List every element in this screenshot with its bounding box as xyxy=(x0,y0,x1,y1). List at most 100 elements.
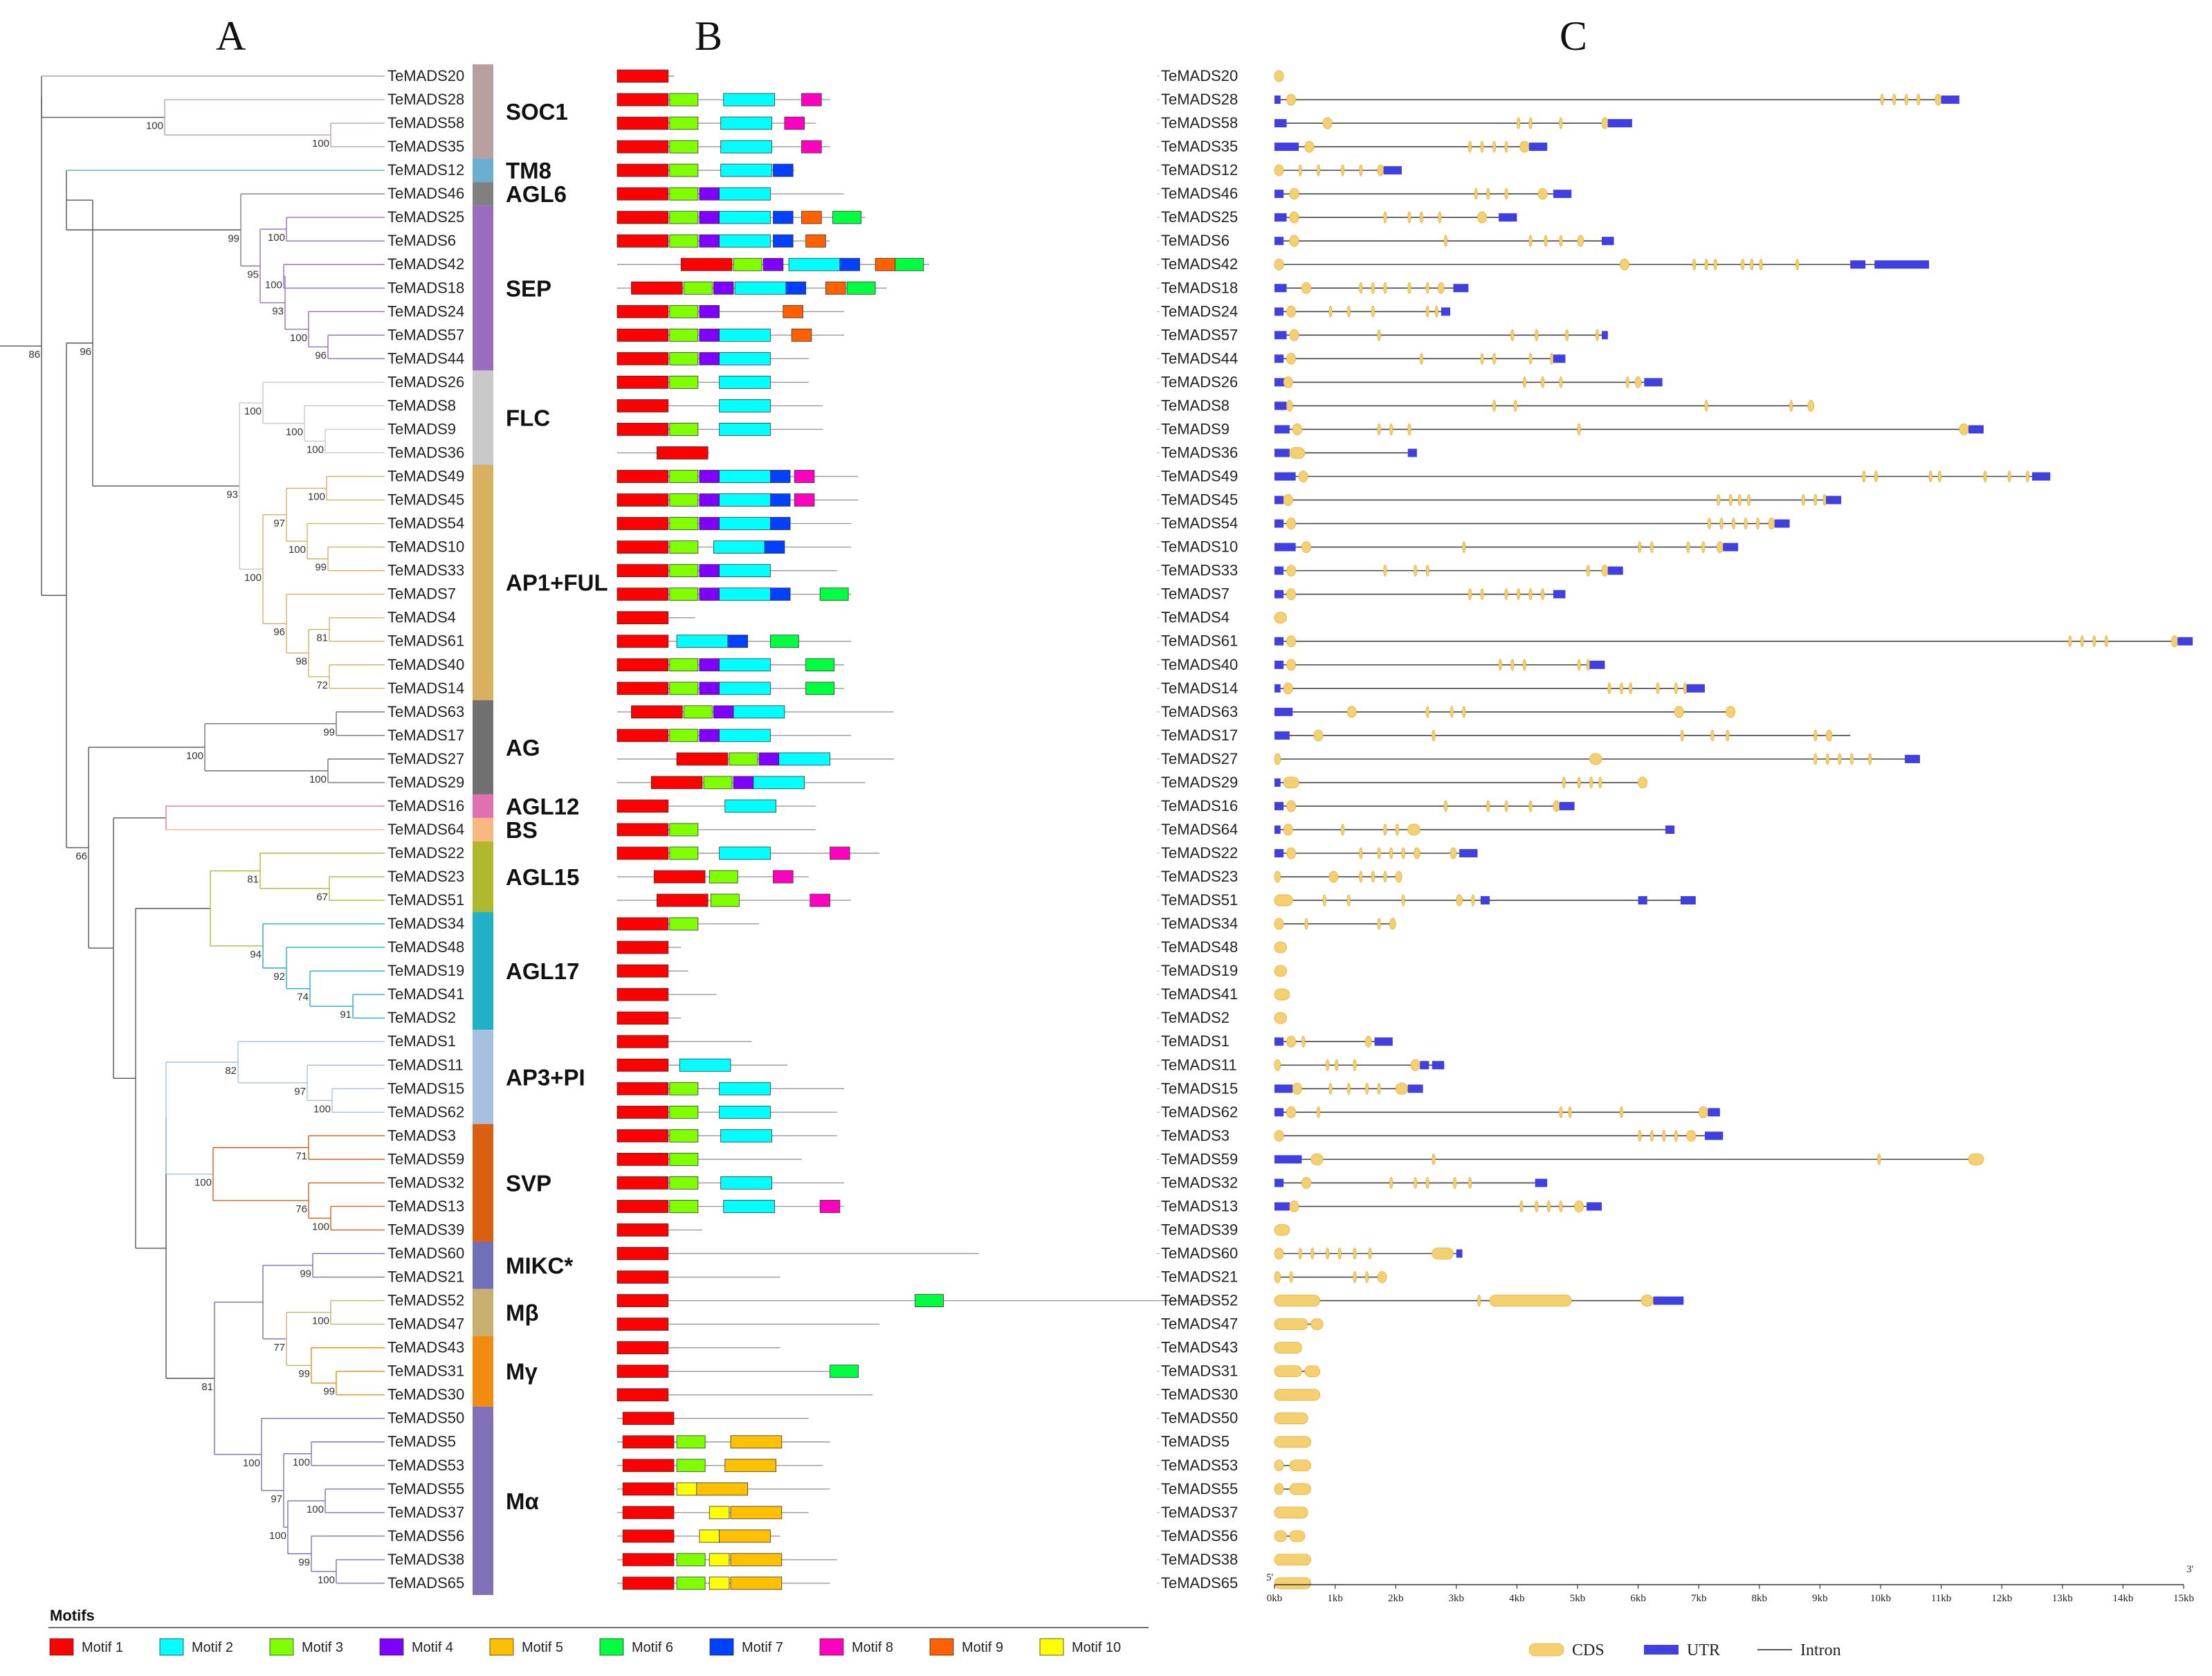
cds-exon xyxy=(1371,305,1375,318)
axis-tick-label: 0kb xyxy=(1267,1593,1283,1604)
cds-exon xyxy=(1744,518,1748,529)
cds-exon xyxy=(1535,1201,1539,1212)
bootstrap-label: 100 xyxy=(244,572,262,584)
cds-exon xyxy=(1510,329,1515,341)
gene-label-c: TeMADS42 xyxy=(1161,255,1238,273)
cds-exon xyxy=(1274,164,1284,176)
utr-segment xyxy=(1274,237,1284,246)
cds-exon xyxy=(2171,635,2178,648)
cds-exon xyxy=(1746,494,1751,506)
cds-exon xyxy=(1365,1271,1369,1283)
motif-1-box xyxy=(622,1529,675,1543)
gene-label: TeMADS65 xyxy=(387,1574,464,1592)
clade-bar xyxy=(473,1406,493,1595)
motif-legend-swatch xyxy=(819,1638,844,1656)
cds-exon xyxy=(1322,117,1333,129)
motif-9-box xyxy=(791,328,812,342)
gene-label-c: TeMADS39 xyxy=(1161,1221,1238,1238)
bootstrap-label: 86 xyxy=(28,349,40,361)
cds-exon xyxy=(1480,352,1484,365)
cds-exon xyxy=(1537,188,1548,200)
cds-exon xyxy=(1519,1201,1524,1212)
cds-exon xyxy=(1274,1271,1281,1283)
cds-exon xyxy=(1401,847,1405,859)
gene-label-c: TeMADS1 xyxy=(1161,1032,1230,1050)
cds-exon xyxy=(1274,988,1290,1001)
bootstrap-label: 100 xyxy=(309,774,327,785)
cds-exon xyxy=(1680,729,1684,742)
clade-bar xyxy=(473,912,493,1030)
gene-label-c: TeMADS22 xyxy=(1161,844,1238,862)
motif-legend-label: Motif 8 xyxy=(852,1640,893,1655)
utr-segment xyxy=(1905,754,1920,763)
cds-exon xyxy=(1346,706,1357,718)
utr-segment xyxy=(1274,637,1284,646)
motif-2-box xyxy=(724,799,777,813)
utr-segment xyxy=(1274,213,1287,222)
motif-9-box xyxy=(805,234,826,248)
bootstrap-label: 99 xyxy=(323,727,335,738)
utr-segment xyxy=(1274,143,1299,152)
bootstrap-label: 66 xyxy=(75,850,87,862)
motif-6-box xyxy=(832,210,861,224)
gene-label: TeMADS56 xyxy=(387,1527,464,1545)
cds-exon xyxy=(1510,659,1515,671)
cds-exon xyxy=(1274,1318,1308,1330)
cds-exon xyxy=(1474,188,1478,200)
cds-exon xyxy=(1289,1201,1299,1212)
gene-label: TeMADS64 xyxy=(387,821,464,838)
cds-exon xyxy=(1389,918,1396,930)
motif-3-box xyxy=(676,1553,706,1567)
motif-1-box xyxy=(616,423,669,436)
cds-exon xyxy=(1438,282,1445,294)
utr-segment xyxy=(1274,95,1281,104)
gene-label-c: TeMADS20 xyxy=(1161,67,1238,84)
motif-3-box xyxy=(669,187,699,201)
cds-exon xyxy=(1286,847,1297,859)
motif-2-box xyxy=(720,140,772,154)
gene-label-c: TeMADS21 xyxy=(1161,1268,1238,1286)
cds-exon xyxy=(1504,188,1508,200)
motif-7-box xyxy=(770,517,791,530)
clade-label: Mβ xyxy=(506,1300,539,1326)
motif-1-box xyxy=(616,69,669,83)
cds-exon xyxy=(1414,1177,1418,1189)
motif-8-box xyxy=(784,116,805,130)
cds-exon xyxy=(1756,518,1760,529)
motif-4-box xyxy=(699,658,720,672)
cds-exon xyxy=(1598,776,1602,789)
utr-segment xyxy=(1553,354,1566,363)
cds-exon xyxy=(1286,305,1297,318)
clade-bar xyxy=(473,64,493,159)
motif-2-box xyxy=(676,635,729,648)
gene-label: TeMADS59 xyxy=(387,1150,464,1167)
gene-label: TeMADS30 xyxy=(387,1386,464,1403)
cds-exon xyxy=(1359,282,1363,294)
bootstrap-label: 67 xyxy=(316,891,328,903)
cds-exon xyxy=(1489,1295,1572,1306)
motif-legend-swatch xyxy=(1039,1638,1064,1656)
bootstrap-label: 74 xyxy=(297,992,309,1003)
motif-3-box xyxy=(676,1576,706,1590)
cds-exon xyxy=(1425,706,1429,718)
motif-6-box xyxy=(846,281,876,295)
cds-exon xyxy=(1486,800,1490,812)
cds-exon xyxy=(1717,541,1724,553)
gene-label-c: TeMADS44 xyxy=(1161,349,1238,367)
clade-label: AGL15 xyxy=(506,864,579,890)
cds-exon xyxy=(1807,400,1815,412)
motif-2-box xyxy=(719,493,771,507)
cds-exon xyxy=(1959,423,1969,435)
cds-exon xyxy=(1274,1129,1284,1142)
utr-segment xyxy=(1826,495,1842,504)
bootstrap-label: 95 xyxy=(247,268,259,280)
bootstrap-label: 100 xyxy=(244,406,262,417)
cds-exon xyxy=(1553,800,1560,812)
motif-7-box xyxy=(773,210,794,224)
motif-3-box xyxy=(669,234,699,248)
cds-exon xyxy=(1283,376,1293,388)
gene-label: TeMADS51 xyxy=(387,891,464,909)
motif-3-box xyxy=(669,729,699,743)
cds-exon xyxy=(1289,1459,1311,1472)
motif-5-box xyxy=(730,1553,783,1567)
